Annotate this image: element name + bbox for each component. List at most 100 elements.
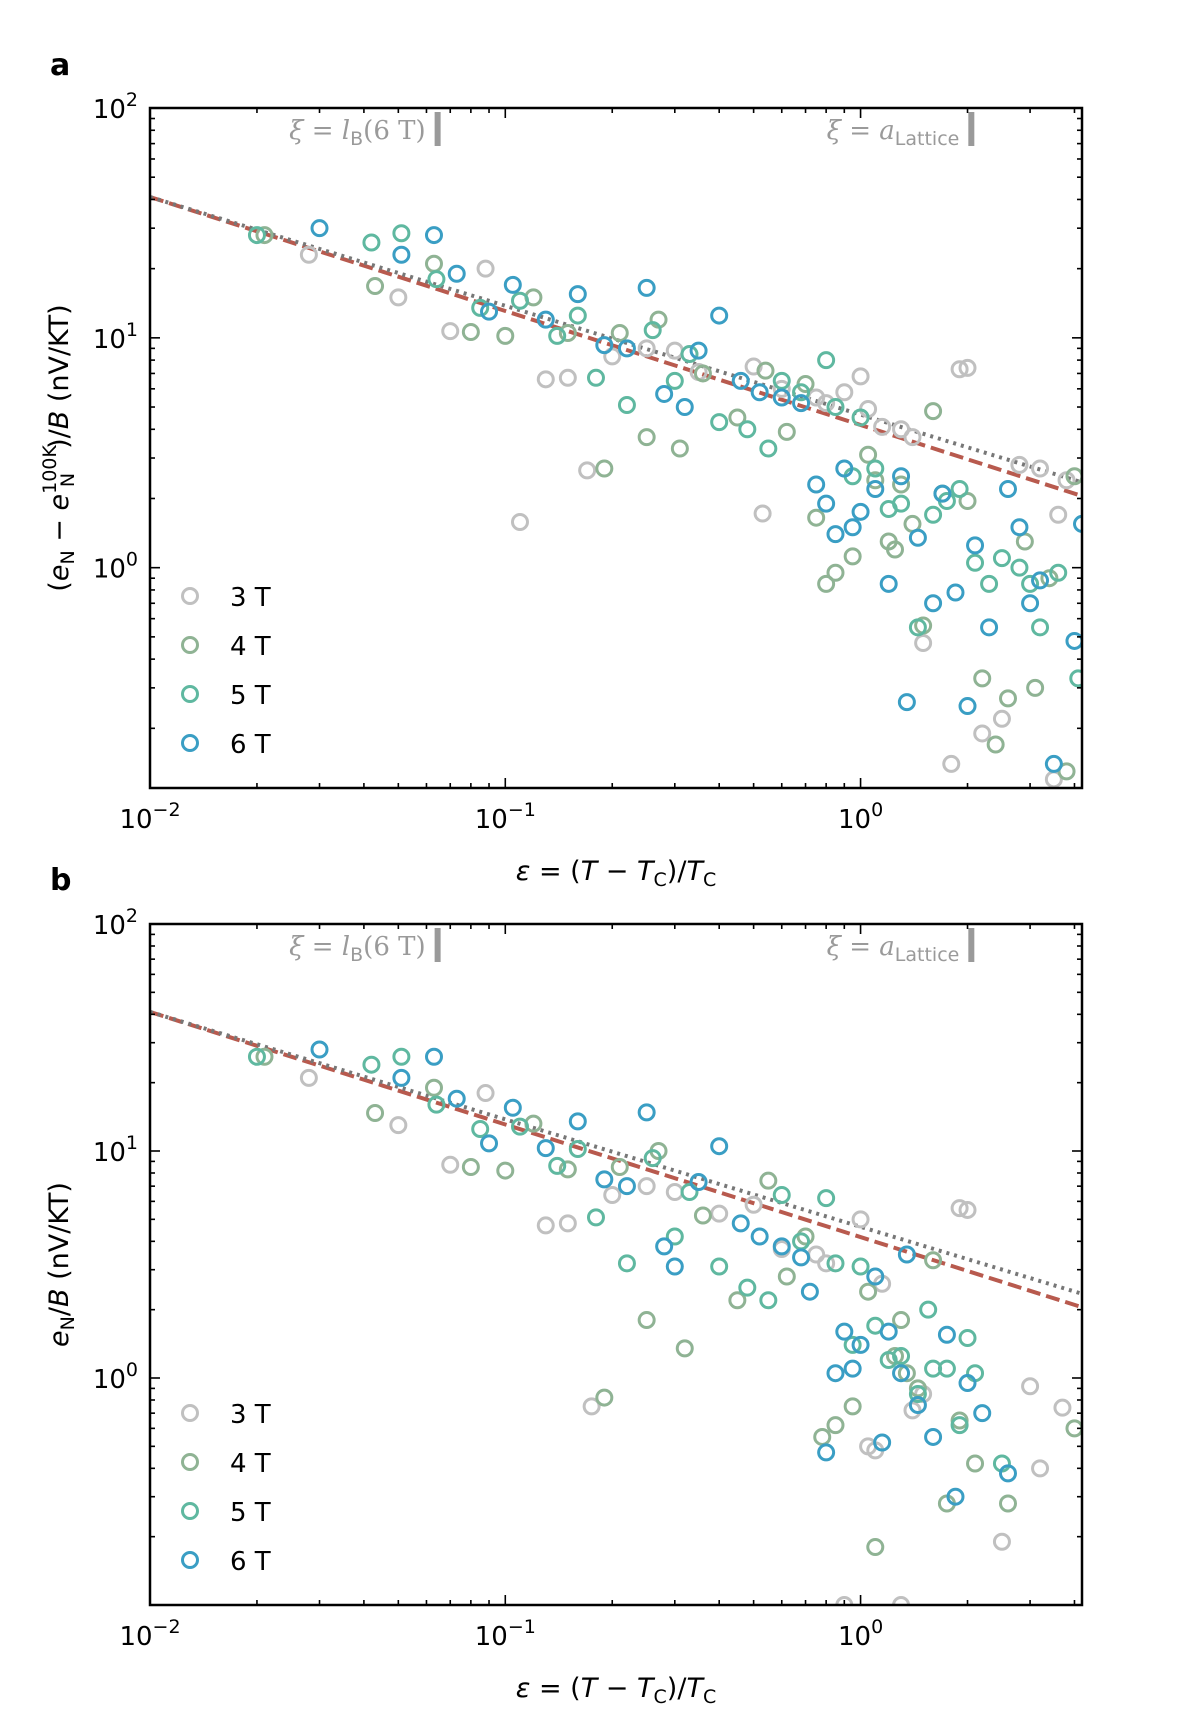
point-3t bbox=[582, 1397, 601, 1416]
legend-marker bbox=[181, 1453, 199, 1471]
point-5t bbox=[772, 1185, 791, 1204]
point-3t bbox=[851, 367, 870, 386]
point-6t bbox=[892, 467, 911, 486]
point-6t bbox=[503, 275, 522, 294]
point-6t bbox=[826, 1364, 845, 1383]
point-3t bbox=[441, 1155, 460, 1174]
point-3t bbox=[1031, 459, 1050, 478]
point-3t bbox=[665, 341, 684, 360]
point-3t bbox=[958, 358, 977, 377]
point-5t bbox=[586, 368, 605, 387]
point-3t bbox=[665, 1182, 684, 1201]
point-5t bbox=[510, 291, 529, 310]
point-3t bbox=[958, 1200, 977, 1219]
point-6t bbox=[817, 494, 836, 513]
legend-label: 4 T bbox=[230, 1449, 271, 1479]
point-6t bbox=[1021, 594, 1040, 613]
point-5t bbox=[908, 618, 927, 637]
point-6t bbox=[655, 1237, 674, 1256]
point-6t bbox=[879, 1322, 898, 1341]
point-5t bbox=[992, 549, 1011, 568]
legend-label: 3 T bbox=[230, 583, 271, 613]
point-5t bbox=[680, 1182, 699, 1201]
point-5t bbox=[247, 226, 266, 245]
y-tick-label: 100 bbox=[93, 549, 138, 585]
point-4t bbox=[777, 1267, 796, 1286]
point-6t bbox=[958, 1374, 977, 1393]
point-6t bbox=[908, 1396, 927, 1415]
point-6t bbox=[675, 398, 694, 417]
point-5t bbox=[362, 1055, 381, 1074]
point-6t bbox=[617, 339, 636, 358]
point-6t bbox=[999, 1464, 1018, 1483]
point-4t bbox=[924, 402, 943, 421]
point-6t bbox=[665, 1257, 684, 1276]
point-4t bbox=[986, 735, 1005, 754]
point-3t bbox=[1049, 505, 1068, 524]
point-3t bbox=[892, 1596, 911, 1605]
point-4t bbox=[255, 226, 274, 245]
legend-marker bbox=[181, 1551, 199, 1569]
point-6t bbox=[392, 245, 411, 264]
point-6t bbox=[933, 484, 952, 503]
point-5t bbox=[958, 1329, 977, 1348]
point-4t bbox=[777, 422, 796, 441]
point-4t bbox=[558, 1160, 577, 1179]
point-3t bbox=[873, 417, 892, 436]
point-5t bbox=[471, 1120, 490, 1139]
point-5t bbox=[548, 326, 567, 345]
point-6t bbox=[310, 1040, 329, 1059]
point-5t bbox=[892, 494, 911, 513]
point-6t bbox=[835, 459, 854, 478]
point-6t bbox=[689, 1173, 708, 1192]
point-4t bbox=[892, 1311, 911, 1330]
point-4t bbox=[461, 323, 480, 342]
point-4t bbox=[1040, 569, 1059, 588]
point-6t bbox=[924, 1427, 943, 1446]
point-6t bbox=[447, 264, 466, 283]
point-4t bbox=[424, 254, 443, 273]
point-5t bbox=[866, 459, 885, 478]
point-6t bbox=[1031, 571, 1050, 590]
point-6t bbox=[637, 1103, 656, 1122]
point-3t bbox=[441, 322, 460, 341]
point-4t bbox=[885, 540, 904, 559]
point-5t bbox=[710, 1257, 729, 1276]
point-4t bbox=[675, 1339, 694, 1358]
point-6t bbox=[750, 383, 769, 402]
point-5t bbox=[586, 1208, 605, 1227]
point-4t bbox=[999, 1494, 1018, 1513]
point-5t bbox=[738, 1278, 757, 1297]
point-6t bbox=[503, 1098, 522, 1117]
point-6t bbox=[536, 1139, 555, 1158]
x-axis-label: ε = (T − TC)/TC bbox=[516, 1673, 716, 1708]
point-5t bbox=[680, 345, 699, 364]
point-4t bbox=[637, 1311, 656, 1330]
point-5t bbox=[665, 1227, 684, 1246]
point-6t bbox=[908, 528, 927, 547]
point-3t bbox=[536, 370, 555, 389]
point-5t bbox=[510, 1117, 529, 1136]
point-3t bbox=[973, 724, 992, 743]
point-3t bbox=[603, 1185, 622, 1204]
point-5t bbox=[738, 420, 757, 439]
point-5t bbox=[759, 1291, 778, 1310]
point-3t bbox=[950, 1199, 969, 1218]
point-6t bbox=[851, 1335, 870, 1354]
point-6t bbox=[772, 1237, 791, 1256]
point-4t bbox=[728, 1291, 747, 1310]
point-6t bbox=[731, 371, 750, 390]
y-tick-label: 100 bbox=[93, 1359, 138, 1395]
point-4t bbox=[859, 445, 878, 464]
point-4t bbox=[958, 492, 977, 511]
x-tick-label: 100 bbox=[838, 1616, 883, 1652]
point-3t bbox=[299, 245, 318, 264]
point-3t bbox=[950, 360, 969, 379]
point-4t bbox=[693, 1206, 712, 1225]
point-4t bbox=[595, 459, 614, 478]
x-tick-label: 10−1 bbox=[475, 799, 536, 835]
point-4t bbox=[999, 689, 1018, 708]
plot-frame bbox=[148, 922, 1084, 1607]
point-5t bbox=[1049, 563, 1068, 582]
